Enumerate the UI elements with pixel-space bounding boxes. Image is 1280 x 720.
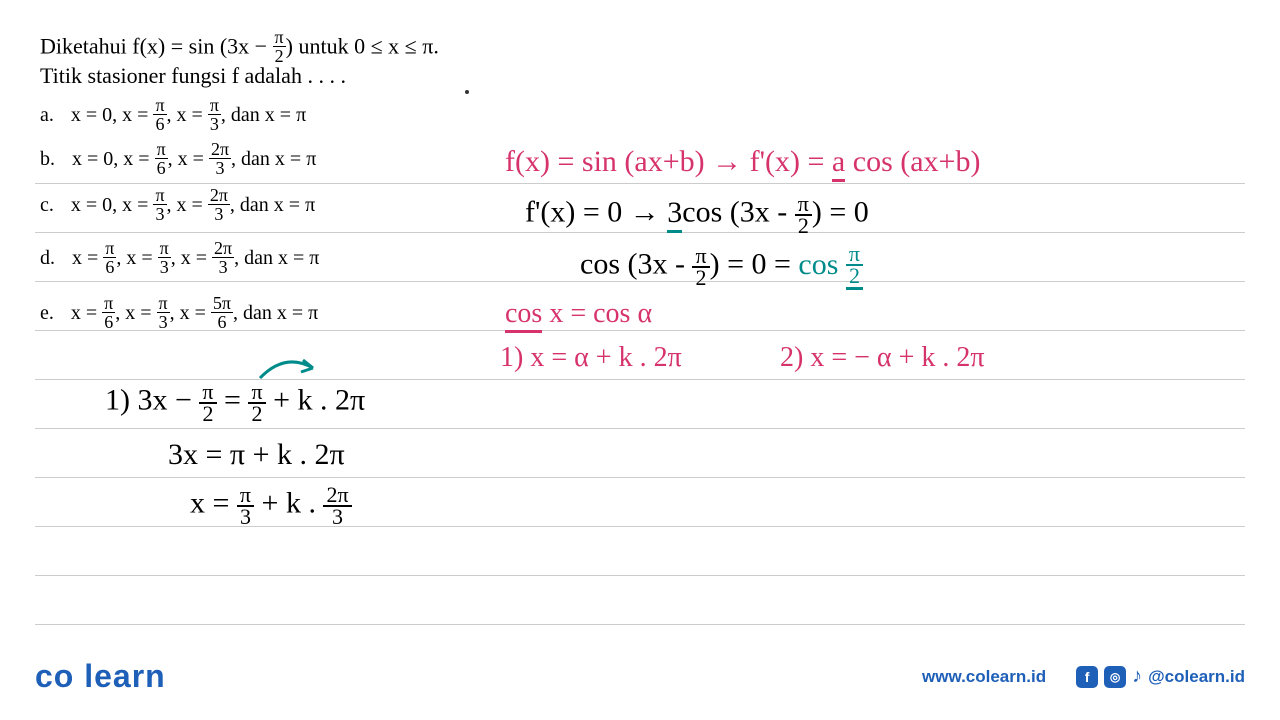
footer-handle: @colearn.id — [1148, 667, 1245, 687]
dot-mark — [465, 90, 469, 94]
hw-work3: x = π3 + k . 2π3 — [190, 485, 352, 527]
social-icons: f ◎ ♪ @colearn.id — [1076, 665, 1245, 688]
hw-deriv-3: 3 — [667, 196, 682, 233]
option-label: d. — [40, 247, 55, 269]
hw-sol2: 2) x = − α + k . 2π — [780, 342, 985, 374]
notebook-line — [35, 624, 1245, 625]
footer-url: www.colearn.id — [922, 667, 1046, 687]
notebook-line — [35, 183, 1245, 184]
hw-cos-teal: cos π2 — [798, 248, 863, 281]
problem-line1-pre: Diketahui f(x) = sin (3x − — [40, 34, 273, 59]
hw-cos-line: cos (3x - π2) = 0 = cos π2 — [580, 244, 863, 290]
option-a: a. x = 0, x = π6, x = π3, dan x = π — [40, 98, 306, 135]
problem-line1: Diketahui f(x) = sin (3x − π2) untuk 0 ≤… — [40, 30, 439, 67]
option-label: c. — [40, 194, 54, 216]
hw-work1: 1) 3x − π2 = π2 + k . 2π — [105, 382, 365, 424]
option-label: a. — [40, 104, 54, 126]
hw-rule: f(x) = sin (ax+b) → f'(x) = a cos (ax+b) — [505, 145, 980, 179]
facebook-icon: f — [1076, 666, 1098, 688]
option-label: e. — [40, 302, 54, 324]
hw-rule-a: a — [832, 145, 845, 182]
notebook-line — [35, 575, 1245, 576]
option-e: e. x = π6, x = π3, x = 5π6, dan x = π — [40, 296, 318, 333]
tiktok-icon: ♪ — [1132, 665, 1142, 688]
notebook-line — [35, 428, 1245, 429]
notebook-line — [35, 379, 1245, 380]
footer-right: www.colearn.id f ◎ ♪ @colearn.id — [922, 665, 1245, 688]
hw-cos-eq: cos x = cos α — [505, 298, 652, 330]
option-b: b. x = 0, x = π6, x = 2π3, dan x = π — [40, 142, 316, 179]
notebook-line — [35, 477, 1245, 478]
hw-deriv: f'(x) = 0 → 3cos (3x - π2) = 0 — [525, 194, 869, 236]
hw-sol1: 1) x = α + k . 2π — [500, 342, 682, 374]
frac-num: π — [273, 28, 286, 47]
instagram-icon: ◎ — [1104, 666, 1126, 688]
option-label: b. — [40, 148, 55, 170]
hw-work2: 3x = π + k . 2π — [168, 438, 345, 472]
footer: co learn www.colearn.id f ◎ ♪ @colearn.i… — [0, 658, 1280, 695]
notebook-line — [35, 330, 1245, 331]
option-d: d. x = π6, x = π3, x = 2π3, dan x = π — [40, 241, 319, 278]
arrow-icon — [255, 350, 325, 385]
problem-line1-post: ) untuk 0 ≤ x ≤ π. — [286, 34, 439, 59]
problem-line2: Titik stasioner fungsi f adalah . . . . — [40, 63, 346, 89]
logo: co learn — [35, 658, 166, 695]
option-c: c. x = 0, x = π3, x = 2π3, dan x = π — [40, 188, 315, 225]
